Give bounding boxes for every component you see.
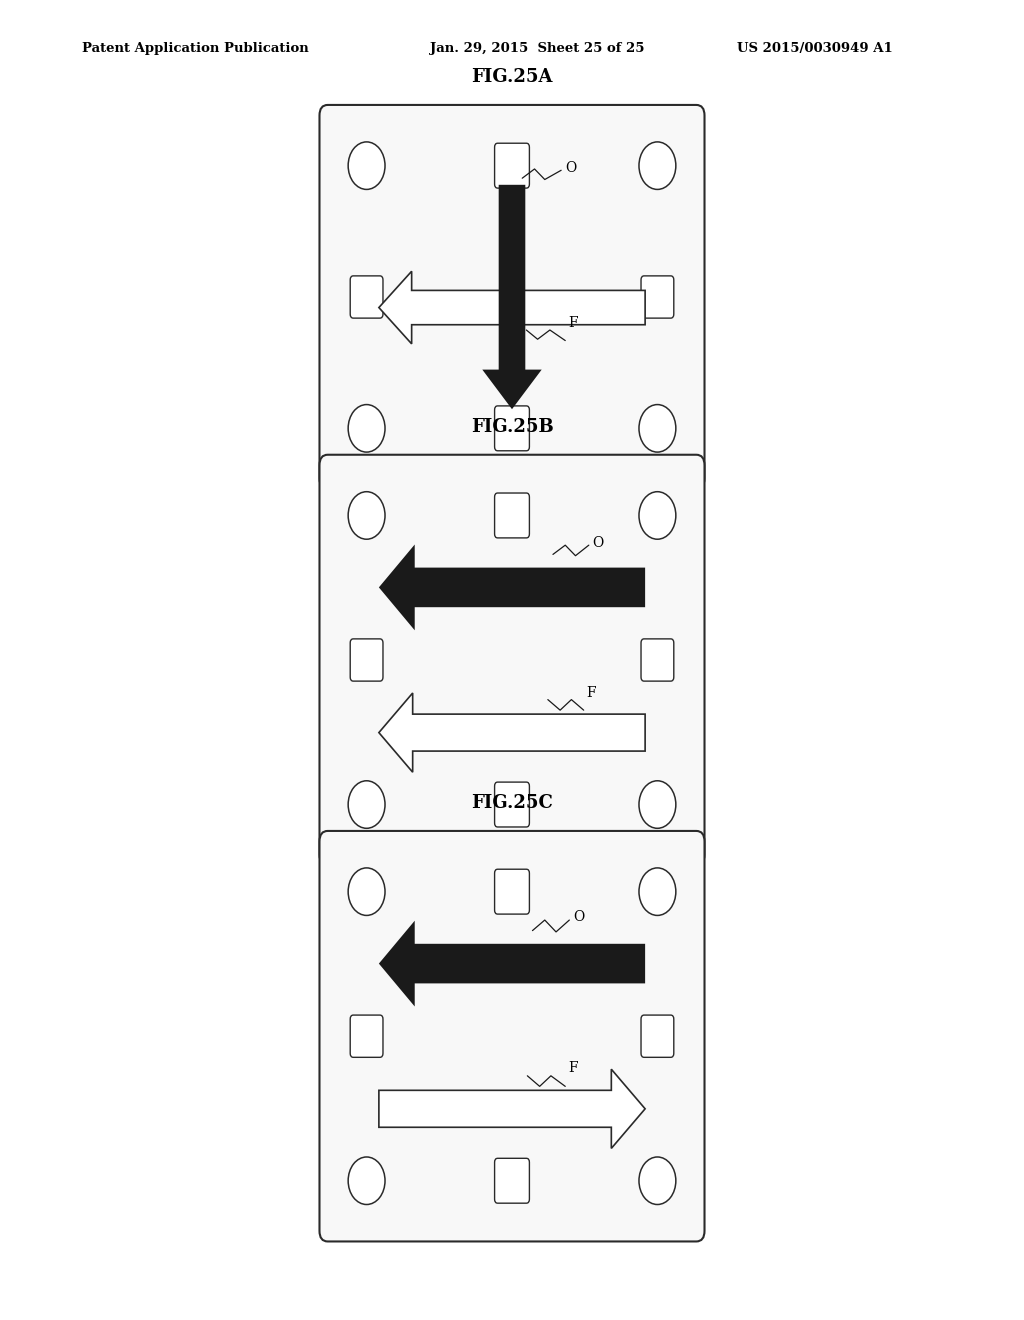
Text: FIG.25C: FIG.25C bbox=[471, 795, 553, 812]
FancyArrow shape bbox=[379, 693, 645, 772]
Circle shape bbox=[639, 141, 676, 189]
FancyBboxPatch shape bbox=[641, 276, 674, 318]
FancyBboxPatch shape bbox=[495, 143, 529, 187]
Text: O: O bbox=[565, 161, 577, 174]
FancyBboxPatch shape bbox=[495, 1159, 529, 1204]
Text: O: O bbox=[573, 911, 585, 924]
FancyBboxPatch shape bbox=[641, 639, 674, 681]
FancyBboxPatch shape bbox=[319, 106, 705, 490]
Circle shape bbox=[639, 869, 676, 916]
FancyArrow shape bbox=[379, 544, 645, 630]
FancyBboxPatch shape bbox=[495, 781, 529, 826]
Text: FIG.25B: FIG.25B bbox=[471, 418, 553, 436]
Circle shape bbox=[639, 780, 676, 829]
Text: Patent Application Publication: Patent Application Publication bbox=[82, 42, 308, 55]
Text: F: F bbox=[587, 686, 596, 700]
FancyBboxPatch shape bbox=[495, 494, 529, 539]
Circle shape bbox=[639, 491, 676, 539]
Circle shape bbox=[639, 1156, 676, 1204]
FancyBboxPatch shape bbox=[350, 639, 383, 681]
Text: F: F bbox=[568, 1061, 578, 1074]
FancyBboxPatch shape bbox=[350, 1015, 383, 1057]
Text: US 2015/0030949 A1: US 2015/0030949 A1 bbox=[737, 42, 893, 55]
Text: O: O bbox=[592, 536, 603, 549]
Circle shape bbox=[348, 780, 385, 829]
Circle shape bbox=[639, 404, 676, 451]
FancyArrow shape bbox=[379, 1069, 645, 1148]
FancyArrow shape bbox=[379, 272, 645, 343]
Text: Jan. 29, 2015  Sheet 25 of 25: Jan. 29, 2015 Sheet 25 of 25 bbox=[430, 42, 644, 55]
Circle shape bbox=[348, 141, 385, 189]
Circle shape bbox=[348, 869, 385, 916]
FancyBboxPatch shape bbox=[350, 276, 383, 318]
FancyBboxPatch shape bbox=[319, 832, 705, 1241]
FancyBboxPatch shape bbox=[319, 454, 705, 866]
FancyArrow shape bbox=[482, 185, 542, 409]
Text: FIG.25A: FIG.25A bbox=[471, 69, 553, 86]
FancyBboxPatch shape bbox=[495, 407, 529, 451]
Circle shape bbox=[348, 491, 385, 539]
FancyArrow shape bbox=[379, 921, 645, 1006]
FancyBboxPatch shape bbox=[495, 869, 529, 913]
Text: F: F bbox=[568, 317, 578, 330]
Circle shape bbox=[348, 404, 385, 451]
FancyBboxPatch shape bbox=[641, 1015, 674, 1057]
Circle shape bbox=[348, 1156, 385, 1204]
